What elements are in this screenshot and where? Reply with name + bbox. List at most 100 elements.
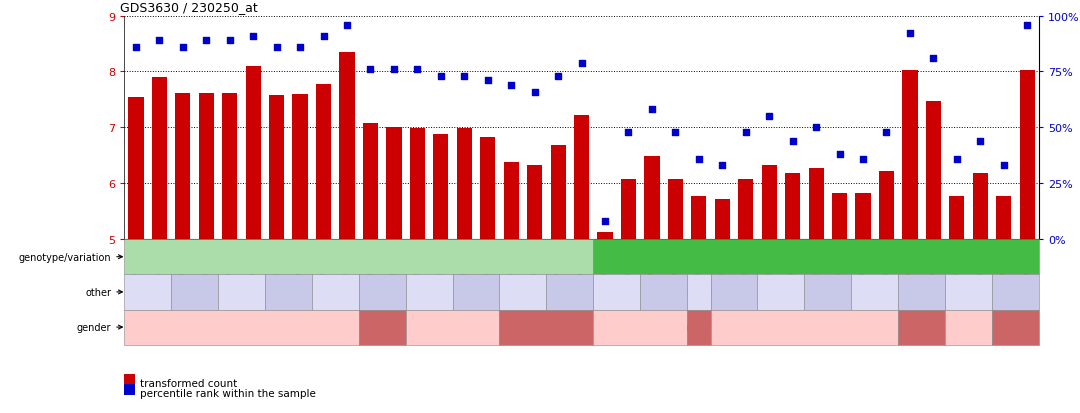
Text: pair 11: pair 11 — [508, 288, 538, 297]
Point — [1018, 22, 1036, 29]
Bar — [926, 101, 941, 240]
Bar — [175, 93, 190, 240]
Text: transformed count: transformed count — [140, 378, 238, 388]
Text: male: male — [908, 322, 934, 332]
Bar — [124, 374, 135, 385]
Point — [315, 33, 333, 40]
Bar — [457, 129, 472, 240]
Text: dizygotic twin: dizygotic twin — [778, 252, 855, 262]
Text: pair 20: pair 20 — [602, 288, 632, 297]
Bar — [855, 194, 870, 240]
Point — [620, 129, 637, 136]
Bar — [573, 116, 590, 240]
Point — [902, 31, 919, 38]
Text: pair 29: pair 29 — [954, 288, 984, 297]
Point — [174, 45, 191, 51]
Text: male: male — [369, 322, 395, 332]
Bar — [832, 194, 847, 240]
Bar — [152, 78, 167, 240]
Bar — [527, 166, 542, 240]
Bar — [222, 93, 238, 240]
Text: female: female — [786, 322, 822, 332]
Text: pair 21: pair 21 — [648, 288, 679, 297]
Bar — [1020, 71, 1035, 240]
Point — [644, 107, 661, 114]
Bar — [597, 233, 612, 240]
Point — [151, 38, 168, 44]
Text: gender: gender — [77, 322, 122, 332]
Point — [666, 129, 684, 136]
Point — [808, 125, 825, 131]
Text: female: female — [434, 322, 471, 332]
Bar — [996, 196, 1011, 240]
Text: pair 27: pair 27 — [860, 288, 890, 297]
Point — [738, 129, 755, 136]
Point — [432, 74, 449, 80]
Point — [972, 138, 989, 145]
Bar — [667, 179, 683, 240]
Text: percentile rank within the sample: percentile rank within the sample — [140, 388, 316, 398]
Point — [198, 38, 215, 44]
Bar — [129, 97, 144, 240]
Bar — [245, 67, 261, 240]
Bar — [809, 168, 824, 240]
Point — [572, 60, 590, 66]
Text: GDS3630 / 230250_at: GDS3630 / 230250_at — [120, 1, 257, 14]
Bar — [199, 93, 214, 240]
Point — [292, 45, 309, 51]
Point — [714, 163, 731, 169]
Bar — [621, 179, 636, 240]
Bar — [879, 171, 894, 240]
Bar — [902, 71, 918, 240]
Bar — [316, 85, 332, 240]
Point — [878, 129, 895, 136]
Bar — [269, 96, 284, 240]
Text: pair 26: pair 26 — [812, 288, 843, 297]
Point — [480, 78, 497, 85]
Point — [526, 89, 543, 96]
Text: pair 24: pair 24 — [719, 288, 750, 297]
Bar — [785, 174, 800, 240]
Bar — [387, 128, 402, 240]
Bar — [124, 385, 135, 395]
Text: pair 8: pair 8 — [463, 288, 488, 297]
Bar — [433, 135, 448, 240]
Point — [784, 138, 801, 145]
Text: pair 2: pair 2 — [183, 288, 207, 297]
Bar — [293, 95, 308, 240]
Point — [948, 156, 966, 163]
Bar — [715, 199, 730, 240]
Point — [924, 56, 942, 62]
Text: male: male — [534, 322, 559, 332]
Point — [386, 67, 403, 74]
Point — [362, 67, 379, 74]
Point — [690, 156, 707, 163]
Text: pair 1: pair 1 — [135, 288, 160, 297]
Point — [502, 82, 519, 89]
Point — [268, 45, 285, 51]
Text: pair 12: pair 12 — [555, 288, 585, 297]
Point — [221, 38, 239, 44]
Bar — [738, 179, 754, 240]
Point — [550, 74, 567, 80]
Bar — [973, 174, 988, 240]
Point — [408, 67, 426, 74]
Point — [456, 74, 473, 80]
Text: female: female — [622, 322, 658, 332]
Text: pair 5: pair 5 — [323, 288, 348, 297]
Text: male: male — [686, 322, 712, 332]
Bar — [409, 129, 426, 240]
Point — [854, 156, 872, 163]
Text: other: other — [85, 287, 122, 297]
Bar — [503, 163, 518, 240]
Text: pair 22: pair 22 — [1000, 288, 1030, 297]
Text: pair 6: pair 6 — [369, 288, 394, 297]
Point — [338, 22, 355, 29]
Bar — [691, 196, 706, 240]
Point — [995, 163, 1012, 169]
Text: female: female — [950, 322, 987, 332]
Text: pair 23: pair 23 — [684, 288, 714, 297]
Bar — [339, 53, 354, 240]
Point — [127, 45, 145, 51]
Point — [244, 33, 261, 40]
